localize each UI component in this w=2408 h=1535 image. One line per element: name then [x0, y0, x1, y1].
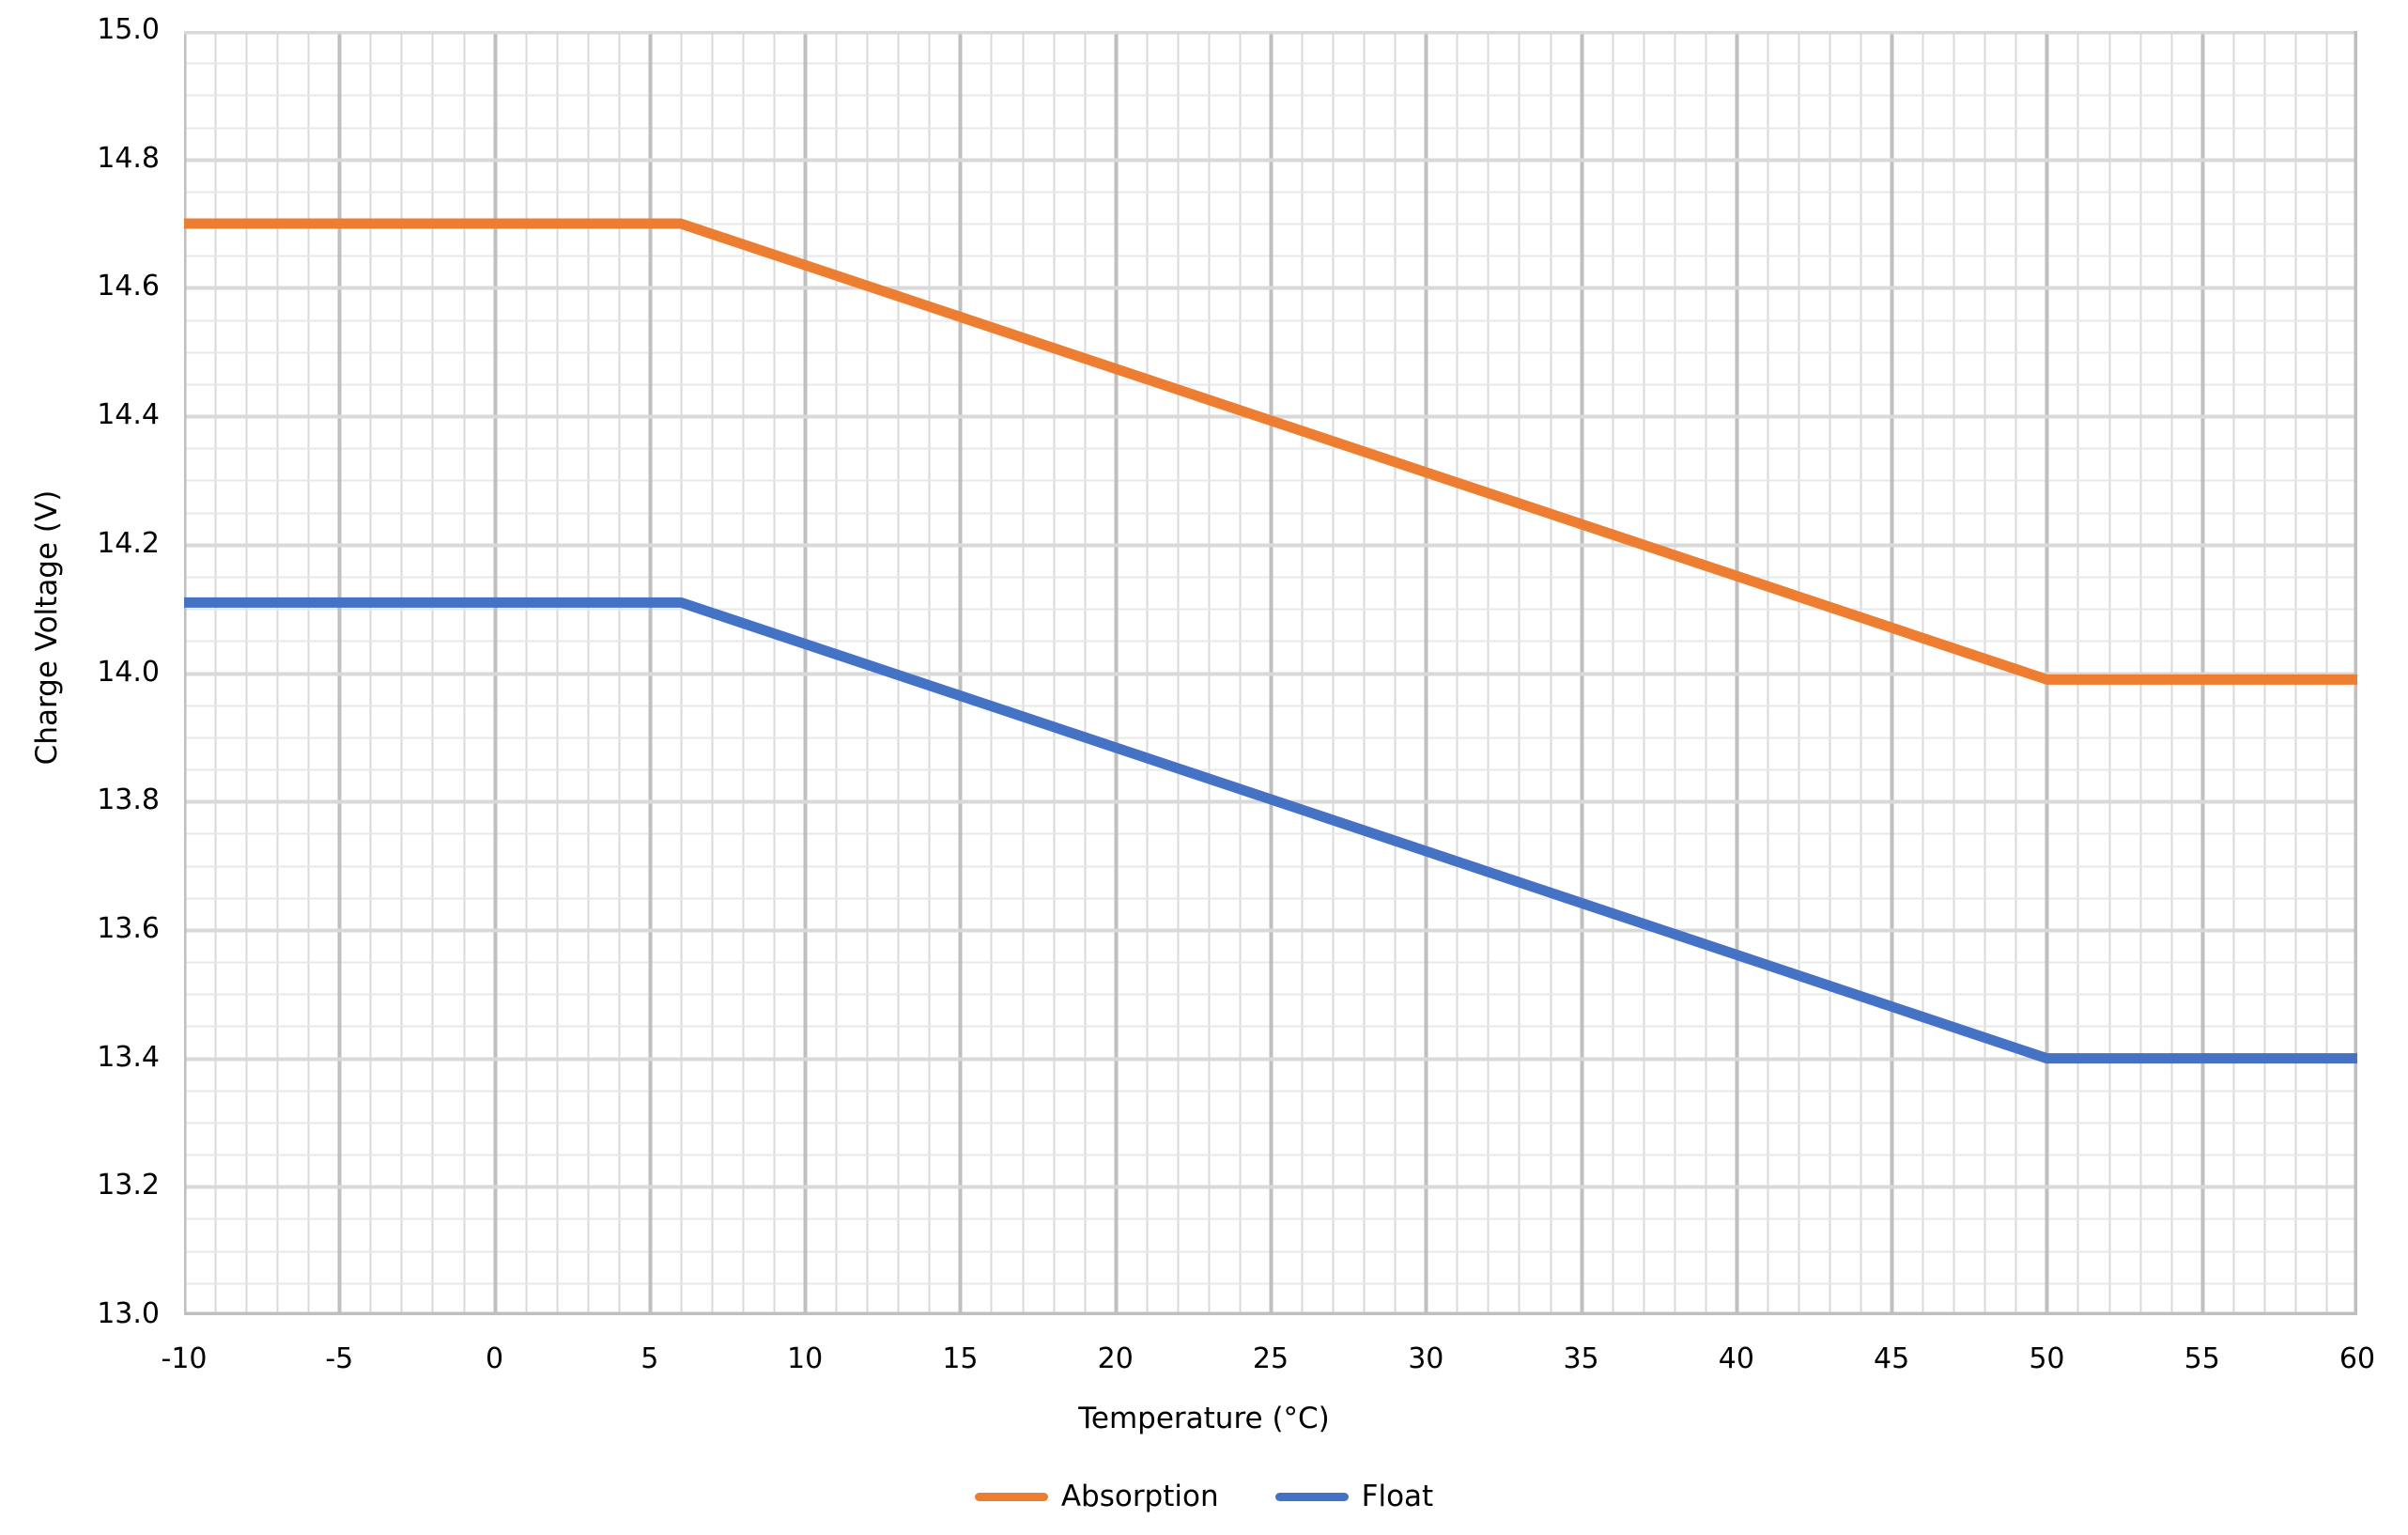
y-axis-tick-label: 13.2	[97, 1169, 160, 1202]
y-axis-tick-label: 13.6	[97, 911, 160, 945]
x-axis-title: Temperature (°C)	[1078, 1402, 1330, 1435]
x-axis-tick-label: -5	[325, 1342, 354, 1375]
y-axis-tick-label: 14.0	[97, 655, 160, 689]
x-axis-tick-label: 10	[787, 1342, 824, 1375]
legend-label-float: Float	[1361, 1480, 1434, 1513]
x-axis-tick-label: 20	[1097, 1342, 1134, 1375]
legend-item-float[interactable]: Float	[1274, 1480, 1434, 1513]
x-axis-tick-label: 55	[2184, 1342, 2220, 1375]
x-axis-tick-label: 25	[1252, 1342, 1289, 1375]
chart-legend: Absorption Float	[0, 1482, 2408, 1512]
y-axis-tick-label: 13.0	[97, 1297, 160, 1330]
y-axis-title: Charge Voltage (V)	[30, 489, 64, 766]
series-line-absorption	[184, 218, 2357, 685]
series-line-float	[184, 597, 2357, 1064]
gridlines	[184, 31, 2357, 1315]
y-axis-tick-label: 14.2	[97, 526, 160, 560]
x-axis-tick-label: 45	[1874, 1342, 1910, 1375]
y-axis-tick-label: 15.0	[97, 13, 160, 46]
y-axis-tick-label: 13.8	[97, 783, 160, 817]
x-axis-tick-label: -10	[161, 1342, 208, 1375]
y-axis-tick-label: 14.4	[97, 398, 160, 432]
x-axis-tick-label: 50	[2029, 1342, 2065, 1375]
y-axis-tick-label: 14.8	[97, 141, 160, 175]
x-axis-tick-label: 0	[486, 1342, 504, 1375]
x-axis-tick-label: 15	[942, 1342, 979, 1375]
x-axis-tick-label: 40	[1718, 1342, 1754, 1375]
x-axis-tick-label: 5	[641, 1342, 659, 1375]
legend-label-absorption: Absorption	[1060, 1480, 1219, 1513]
y-axis-tick-label: 14.6	[97, 270, 160, 303]
x-axis-tick-label: 35	[1563, 1342, 1599, 1375]
x-axis-tick-label: 60	[2339, 1342, 2376, 1375]
legend-item-absorption[interactable]: Absorption	[974, 1480, 1219, 1513]
plot-area	[184, 31, 2357, 1315]
legend-swatch-absorption	[974, 1493, 1048, 1501]
series-layer	[184, 218, 2357, 1064]
legend-swatch-float	[1274, 1493, 1349, 1501]
x-axis-tick-label: 30	[1408, 1342, 1444, 1375]
y-axis-tick-label: 13.4	[97, 1040, 160, 1074]
